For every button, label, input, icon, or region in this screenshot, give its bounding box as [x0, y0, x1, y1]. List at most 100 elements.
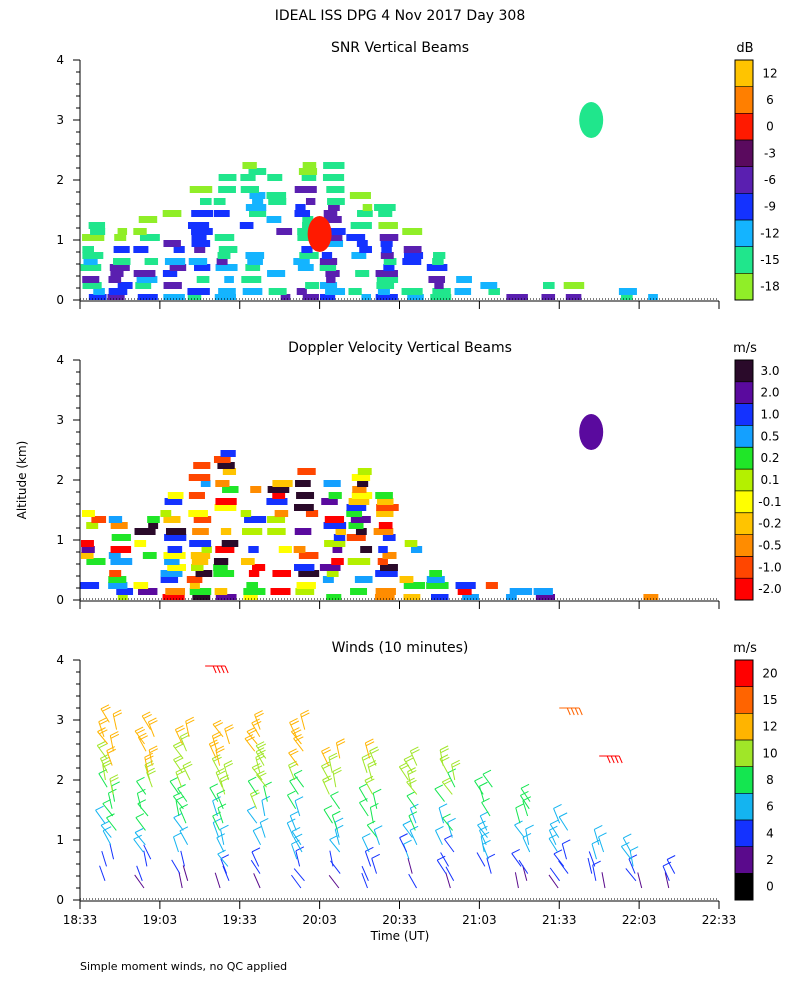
- wind-barb-flag: [147, 770, 156, 776]
- colorbar-frame: [734, 659, 754, 901]
- wind-barb-flag: [290, 720, 300, 726]
- wind-barb-flag: [136, 776, 145, 782]
- wind-barb-staff: [438, 807, 445, 824]
- wind-barb-flag: [173, 741, 182, 747]
- heatmap-cell: [192, 594, 211, 600]
- heatmap-cell: [432, 288, 451, 295]
- heatmap-cell: [188, 474, 211, 481]
- wind-barb-flag: [101, 756, 110, 762]
- heatmap-cell: [80, 540, 94, 547]
- wind-barb-flag: [133, 834, 142, 840]
- heatmap-cell: [294, 528, 312, 535]
- colorbar-tick-label: 1.0: [760, 408, 779, 422]
- wind-barb-flag: [365, 741, 375, 747]
- heatmap-cell: [354, 576, 373, 583]
- wind-barb-flag: [440, 748, 449, 754]
- wind-barb-flag: [548, 834, 558, 839]
- wind-barb-staff: [561, 843, 567, 860]
- wind-barb-flag: [256, 755, 265, 761]
- y-tick-label: 1: [56, 833, 64, 847]
- wind-barb-staff: [474, 780, 484, 795]
- wind-barb-flag: [371, 853, 380, 859]
- wind-barb-staff: [212, 822, 220, 838]
- heatmap-cell: [377, 558, 388, 565]
- heatmap-cell: [323, 480, 341, 487]
- colorbar-tick-label: -15: [760, 253, 780, 267]
- heatmap-cell: [167, 492, 184, 499]
- colorbar-tick-label: 8: [766, 773, 774, 787]
- heatmap-cell: [91, 516, 107, 523]
- wind-barb-flag: [323, 778, 333, 783]
- heatmap-cell: [267, 516, 286, 523]
- heatmap-cell: [224, 276, 234, 283]
- heatmap-cell: [110, 270, 124, 277]
- wind-barb-staff: [137, 803, 149, 817]
- heatmap-cell: [378, 522, 393, 529]
- wind-barb-staff: [402, 824, 413, 838]
- heatmap-cell: [322, 234, 343, 241]
- wind-barb-staff: [515, 807, 521, 824]
- heatmap-cell: [301, 246, 313, 253]
- wind-barb-flag: [113, 712, 123, 718]
- wind-barb-flag: [322, 749, 332, 755]
- heatmap-cell: [430, 594, 449, 600]
- wind-barb-flag: [301, 712, 310, 718]
- heatmap-cell: [378, 210, 393, 217]
- heatmap-cell: [298, 168, 318, 175]
- wind-barb-staff: [212, 800, 218, 817]
- wind-barb-flag: [553, 849, 563, 855]
- velocity-title: Doppler Velocity Vertical Beams: [288, 340, 512, 356]
- wind-barb-staff: [476, 852, 486, 867]
- wind-barb-flag: [254, 710, 263, 716]
- wind-barb-staff: [107, 793, 113, 809]
- heatmap-cell: [213, 198, 226, 205]
- heatmap-cell: [108, 288, 128, 295]
- heatmap-cell: [162, 270, 178, 277]
- wind-barb-staff: [525, 828, 530, 845]
- wind-barb-flag: [400, 764, 410, 770]
- colorbar-segment: [735, 447, 753, 470]
- x-tick-label: 22:03: [622, 913, 657, 927]
- heatmap-cell: [248, 546, 259, 553]
- heatmap-cell: [429, 570, 443, 577]
- wind-barb-staff: [629, 850, 634, 867]
- wind-barb-staff: [136, 781, 147, 795]
- wind-barb-staff: [214, 872, 221, 889]
- wind-barb-flag: [293, 769, 303, 775]
- wind-barb-staff: [295, 850, 301, 867]
- heatmap-cell: [107, 294, 125, 300]
- heatmap-cell: [252, 198, 264, 205]
- wind-barb-staff: [628, 858, 636, 874]
- heatmap-cell: [319, 264, 337, 271]
- heatmap-cell: [295, 588, 315, 595]
- wind-barb-staff: [593, 829, 600, 845]
- wind-barb-flag: [479, 781, 488, 787]
- wind-barb-flag: [174, 757, 184, 763]
- wind-barb-staff: [445, 872, 451, 889]
- y-tick-label: 2: [56, 173, 64, 187]
- heatmap-cell: [244, 516, 267, 523]
- heatmap-cell: [620, 294, 633, 300]
- wind-barb-flag: [370, 803, 379, 808]
- wind-barb-flag: [329, 835, 338, 841]
- wind-barb-flag: [98, 743, 108, 749]
- wind-barb-staff: [99, 865, 106, 881]
- heatmap-cell: [305, 282, 320, 289]
- wind-barb-flag: [173, 832, 182, 838]
- footer-note: Simple moment winds, no QC applied: [80, 960, 287, 973]
- wind-barb-staff: [247, 780, 258, 795]
- heatmap-cell: [167, 546, 183, 553]
- wind-barb-staff: [637, 872, 643, 889]
- heatmap-cell: [351, 252, 367, 259]
- wind-barb-staff: [256, 774, 268, 788]
- wind-barb-staff: [520, 788, 531, 802]
- wind-barb-staff: [217, 853, 229, 867]
- wind-barb-staff: [134, 832, 146, 846]
- heatmap-cell: [563, 282, 585, 289]
- heatmap-cell: [351, 492, 373, 499]
- wind-barb-flag: [439, 745, 449, 751]
- wind-barb-flag: [365, 738, 374, 744]
- heatmap-cell: [457, 588, 472, 595]
- wind-barb-staff: [518, 859, 529, 874]
- colorbar-segment: [735, 425, 753, 448]
